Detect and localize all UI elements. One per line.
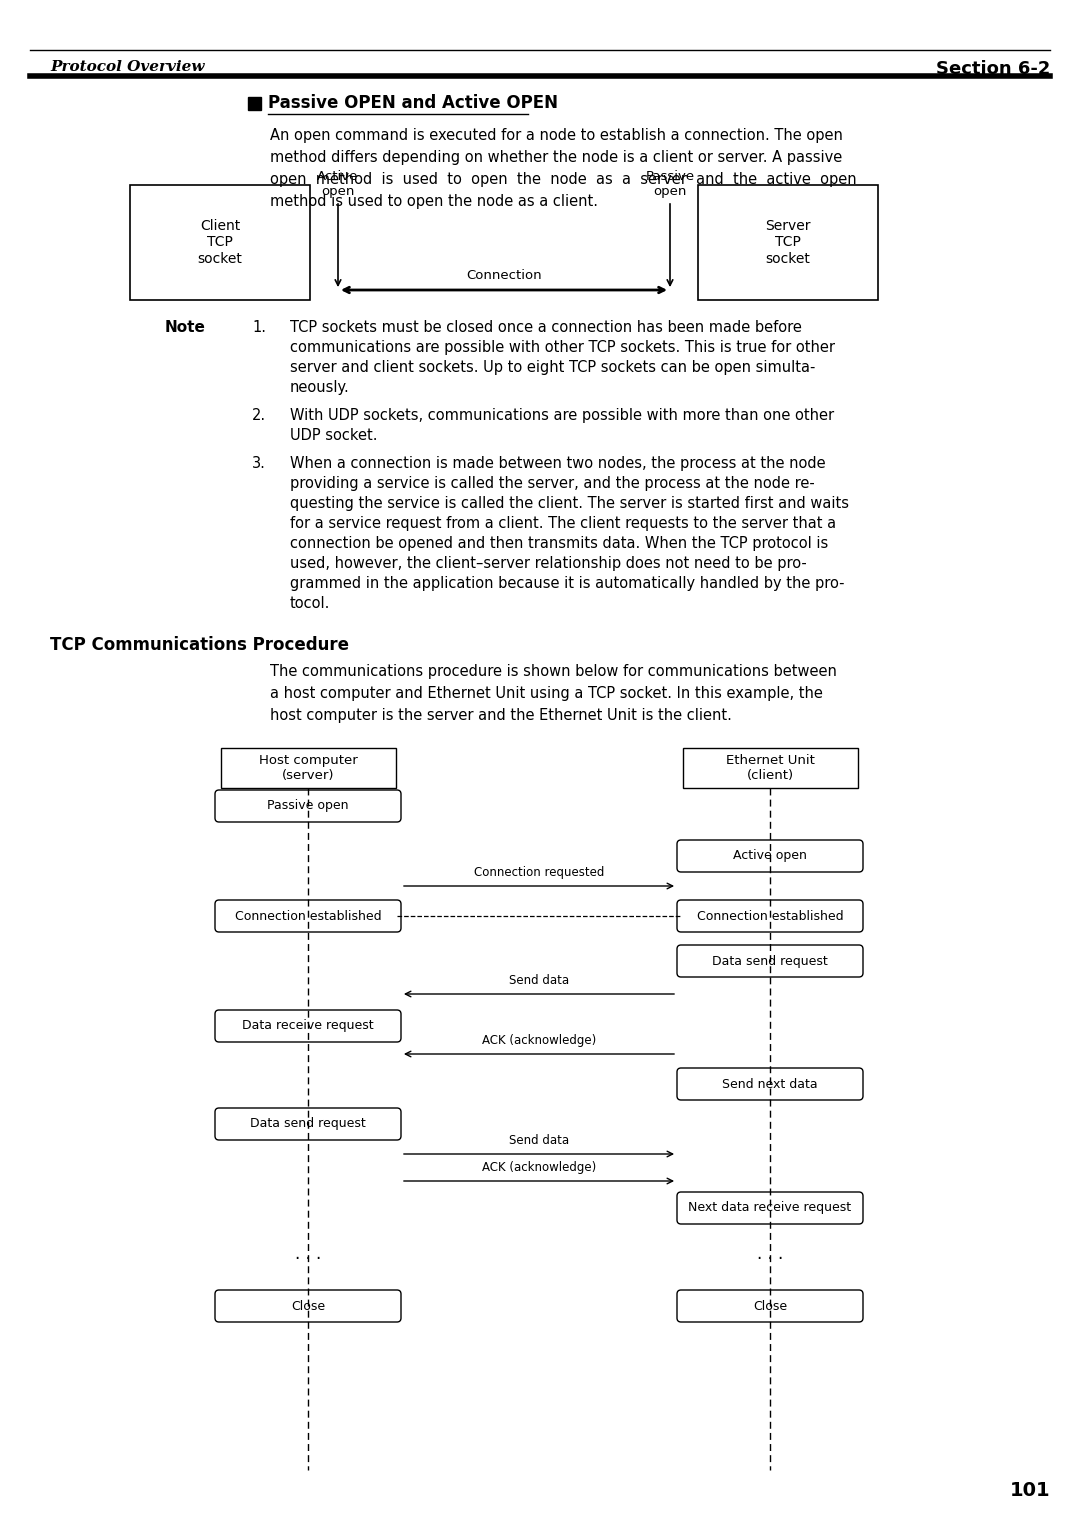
Text: Connection established: Connection established	[697, 909, 843, 923]
Text: open  method  is  used  to  open  the  node  as  a  server  and  the  active  op: open method is used to open the node as …	[270, 173, 856, 186]
Text: Send data: Send data	[509, 1134, 569, 1148]
Bar	[220, 749, 395, 788]
Text: Close: Close	[291, 1299, 325, 1313]
Text: 1.: 1.	[252, 319, 266, 335]
Text: When a connection is made between two nodes, the process at the node: When a connection is made between two no…	[291, 455, 825, 471]
FancyBboxPatch shape	[677, 944, 863, 976]
FancyBboxPatch shape	[215, 1290, 401, 1322]
Text: a host computer and Ethernet Unit using a TCP socket. In this example, the: a host computer and Ethernet Unit using …	[270, 686, 823, 701]
Text: Data receive request: Data receive request	[242, 1019, 374, 1033]
Text: UDP socket.: UDP socket.	[291, 428, 378, 443]
Text: method differs depending on whether the node is a client or server. A passive: method differs depending on whether the …	[270, 150, 842, 165]
Text: 2.: 2.	[252, 408, 266, 423]
Text: Active
open: Active open	[318, 170, 359, 199]
Text: 3.: 3.	[252, 455, 266, 471]
Text: Note: Note	[165, 319, 206, 335]
Text: . . .: . . .	[757, 1245, 783, 1264]
Text: Passive
open: Passive open	[646, 170, 694, 199]
FancyBboxPatch shape	[215, 1010, 401, 1042]
Text: grammed in the application because it is automatically handled by the pro-: grammed in the application because it is…	[291, 576, 845, 591]
Text: Next data receive request: Next data receive request	[688, 1201, 851, 1215]
Bar	[698, 185, 878, 299]
Text: providing a service is called the server, and the process at the node re-: providing a service is called the server…	[291, 477, 814, 490]
Text: Passive OPEN and Active OPEN: Passive OPEN and Active OPEN	[268, 95, 558, 112]
Text: The communications procedure is shown below for communications between: The communications procedure is shown be…	[270, 665, 837, 678]
FancyBboxPatch shape	[215, 900, 401, 932]
Bar	[130, 185, 310, 299]
Text: Connection requested: Connection requested	[474, 866, 604, 879]
Text: Data send request: Data send request	[712, 955, 828, 967]
Text: ACK (acknowledge): ACK (acknowledge)	[482, 1161, 596, 1174]
Text: used, however, the client–server relationship does not need to be pro-: used, however, the client–server relatio…	[291, 556, 807, 571]
Text: questing the service is called the client. The server is started first and waits: questing the service is called the clien…	[291, 497, 849, 510]
FancyBboxPatch shape	[677, 1192, 863, 1224]
Text: Close: Close	[753, 1299, 787, 1313]
Text: Client
TCP
socket: Client TCP socket	[198, 220, 242, 266]
Text: Send next data: Send next data	[723, 1077, 818, 1091]
FancyBboxPatch shape	[215, 1108, 401, 1140]
Text: tocol.: tocol.	[291, 596, 330, 611]
Text: Host computer
(server): Host computer (server)	[258, 753, 357, 782]
Text: Protocol Overview: Protocol Overview	[50, 60, 204, 73]
Text: method is used to open the node as a client.: method is used to open the node as a cli…	[270, 194, 598, 209]
Text: With UDP sockets, communications are possible with more than one other: With UDP sockets, communications are pos…	[291, 408, 834, 423]
Text: server and client sockets. Up to eight TCP sockets can be open simulta-: server and client sockets. Up to eight T…	[291, 361, 815, 374]
Text: Data send request: Data send request	[251, 1117, 366, 1131]
Bar	[248, 96, 261, 110]
Text: TCP sockets must be closed once a connection has been made before: TCP sockets must be closed once a connec…	[291, 319, 801, 335]
FancyBboxPatch shape	[677, 900, 863, 932]
FancyBboxPatch shape	[677, 1290, 863, 1322]
Text: 101: 101	[1010, 1481, 1050, 1500]
Text: TCP Communications Procedure: TCP Communications Procedure	[50, 636, 349, 654]
Text: Section 6-2: Section 6-2	[935, 60, 1050, 78]
Text: ACK (acknowledge): ACK (acknowledge)	[482, 1034, 596, 1047]
Text: Server
TCP
socket: Server TCP socket	[766, 220, 811, 266]
Text: host computer is the server and the Ethernet Unit is the client.: host computer is the server and the Ethe…	[270, 707, 732, 723]
Text: Active open: Active open	[733, 850, 807, 862]
Text: connection be opened and then transmits data. When the TCP protocol is: connection be opened and then transmits …	[291, 536, 828, 552]
Text: Passive open: Passive open	[267, 799, 349, 813]
Text: Ethernet Unit
(client): Ethernet Unit (client)	[726, 753, 814, 782]
Text: Connection: Connection	[467, 269, 542, 283]
FancyBboxPatch shape	[677, 840, 863, 872]
FancyBboxPatch shape	[215, 790, 401, 822]
Text: . . .: . . .	[295, 1245, 321, 1264]
Text: An open command is executed for a node to establish a connection. The open: An open command is executed for a node t…	[270, 128, 842, 144]
Text: for a service request from a client. The client requests to the server that a: for a service request from a client. The…	[291, 516, 836, 532]
Text: communications are possible with other TCP sockets. This is true for other: communications are possible with other T…	[291, 341, 835, 354]
FancyBboxPatch shape	[677, 1068, 863, 1100]
Text: neously.: neously.	[291, 380, 350, 396]
Bar	[683, 749, 858, 788]
Text: Send data: Send data	[509, 973, 569, 987]
Text: Connection established: Connection established	[234, 909, 381, 923]
